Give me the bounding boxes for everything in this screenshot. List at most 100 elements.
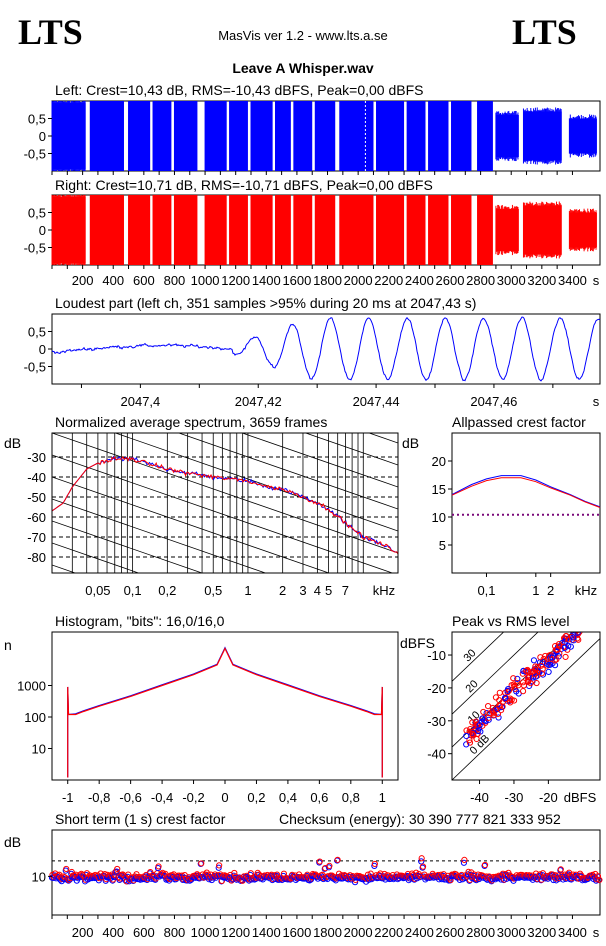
x-tick-label: 1800 xyxy=(313,925,342,940)
x-tick-label: 0,2 xyxy=(158,583,176,598)
x-tick-label: 0,4 xyxy=(279,790,297,805)
slope-line xyxy=(52,498,267,573)
x-tick-label: 2200 xyxy=(374,273,403,288)
slope-line xyxy=(52,454,394,573)
peak-rms-point xyxy=(561,644,568,651)
right-waveform-chart: 0,5 0 -0,5 200 400 600 800 1000 1200 1400 1600 1800… xyxy=(24,194,601,288)
peak-rms-point xyxy=(586,614,591,619)
short-crest-right-point xyxy=(63,865,70,873)
crest-line-label: 20 xyxy=(464,678,481,695)
x-tick-label: 0,1 xyxy=(124,583,142,598)
peak-rms-point xyxy=(466,739,474,746)
peak-rms-point xyxy=(576,621,581,626)
peak-rms-point xyxy=(596,600,601,605)
y-tick-label: -0,5 xyxy=(24,360,46,375)
x-tick-label: -20 xyxy=(539,790,558,805)
short-crest-left-point xyxy=(148,875,155,882)
y-tick-label: 0 xyxy=(39,342,46,357)
short-crest-right-point xyxy=(334,856,341,863)
x-tick-label: 2800 xyxy=(466,273,495,288)
left-waveform-chart: 0,5 0 -0,5 xyxy=(24,100,601,175)
spectrum-right-line xyxy=(52,455,398,555)
checksum-label: Checksum (energy): 30 390 777 821 333 95… xyxy=(279,811,561,827)
x-tick-label: 400 xyxy=(102,925,124,940)
x-unit-label: s xyxy=(593,394,600,409)
peak-rms-point xyxy=(501,694,509,701)
crest-line xyxy=(452,632,539,715)
x-tick-label: 0,1 xyxy=(477,583,495,598)
peak-rms-point xyxy=(574,632,581,636)
short-crest-left-point xyxy=(113,868,120,875)
short-crest-right-point xyxy=(198,860,205,867)
x-tick-label: 2600 xyxy=(436,925,465,940)
crest-right-line xyxy=(451,477,601,508)
x-tick-label: 1400 xyxy=(252,273,281,288)
x-tick-label: 1600 xyxy=(282,273,311,288)
y-tick-label: 20 xyxy=(432,454,446,469)
y-tick-label: -10 xyxy=(427,648,446,663)
peak-rms-point xyxy=(585,618,590,623)
y-tick-label: 0 xyxy=(39,129,46,144)
y-tick-label: 10 xyxy=(32,742,46,757)
x-tick-label: 200 xyxy=(72,273,94,288)
short-crest-right-point xyxy=(155,863,162,870)
x-tick-label: 2400 xyxy=(405,925,434,940)
x-tick-label: 1800 xyxy=(313,273,342,288)
peak-rms-point xyxy=(554,646,561,653)
peak-rms-point xyxy=(589,616,594,621)
right-waveform-title: Right: Crest=10,71 dB, RMS=-10,71 dBFS, … xyxy=(55,177,433,193)
peak-rms-point xyxy=(507,699,514,706)
peak-rms-point xyxy=(599,604,604,609)
slope-line xyxy=(114,433,398,532)
peak-rms-point xyxy=(575,636,582,643)
peak-rms-point xyxy=(480,708,487,716)
short-crest-right-point xyxy=(596,876,603,884)
x-tick-label: 3 xyxy=(299,583,306,598)
short-crest-right-point xyxy=(594,873,602,880)
x-tick-label: -0,6 xyxy=(119,790,141,805)
peak-rms-point xyxy=(484,703,492,710)
peak-rms-point xyxy=(591,611,596,616)
slope-line xyxy=(52,520,204,573)
peak-rms-point xyxy=(513,688,520,695)
peak-rms-point xyxy=(587,619,592,624)
short-term-crest-chart: 10 200 400 600 800 1000 1200 1400 1600 1800 2000 22… xyxy=(32,829,603,940)
spectrum-plot-area xyxy=(52,301,398,573)
peak-rms-point xyxy=(538,670,545,677)
x-tick-label: 2047,44 xyxy=(353,394,400,409)
loudest-part-chart: 0,5 0 -0,5 2047,4 2047,42 2047,44 2047,46 s xyxy=(24,313,601,409)
x-tick-label: 0,8 xyxy=(342,790,360,805)
spectrum-ylabel: dB xyxy=(4,435,21,451)
x-tick-label: -1 xyxy=(62,790,74,805)
x-tick-label: 5 xyxy=(325,583,332,598)
peak-rms-title: Peak vs RMS level xyxy=(452,613,569,629)
peak-rms-point xyxy=(599,603,604,608)
x-tick-label: 2400 xyxy=(405,273,434,288)
peak-rms-point xyxy=(587,617,592,622)
y-tick-label: 10 xyxy=(432,510,446,525)
x-tick-label: 2 xyxy=(279,583,286,598)
peak-rms-point xyxy=(555,640,563,648)
x-tick-label: -40 xyxy=(470,790,489,805)
x-tick-label: 2000 xyxy=(344,925,373,940)
lts-logo-left: LTS xyxy=(18,12,83,52)
slope-line xyxy=(52,433,398,554)
x-tick-label: 3000 xyxy=(497,273,526,288)
x-tick-label: 3400 xyxy=(558,273,587,288)
peak-rms-point xyxy=(595,609,600,614)
peak-rms-point xyxy=(588,614,593,619)
peak-rms-point xyxy=(579,624,584,629)
x-tick-label: 3200 xyxy=(527,925,556,940)
peak-rms-point xyxy=(511,683,518,690)
file-name: Leave A Whisper.wav xyxy=(232,60,374,76)
short-crest-right-point xyxy=(216,862,223,869)
slope-line xyxy=(52,301,398,421)
x-unit-label: dBFS xyxy=(564,790,597,805)
plot-frame xyxy=(451,631,601,781)
peak-rms-point xyxy=(475,727,482,735)
peak-rms-point xyxy=(592,607,597,612)
peak-rms-point xyxy=(473,735,480,743)
y-tick-label: 100 xyxy=(24,710,46,725)
slope-line xyxy=(241,433,398,488)
x-tick-label: 2800 xyxy=(466,925,495,940)
